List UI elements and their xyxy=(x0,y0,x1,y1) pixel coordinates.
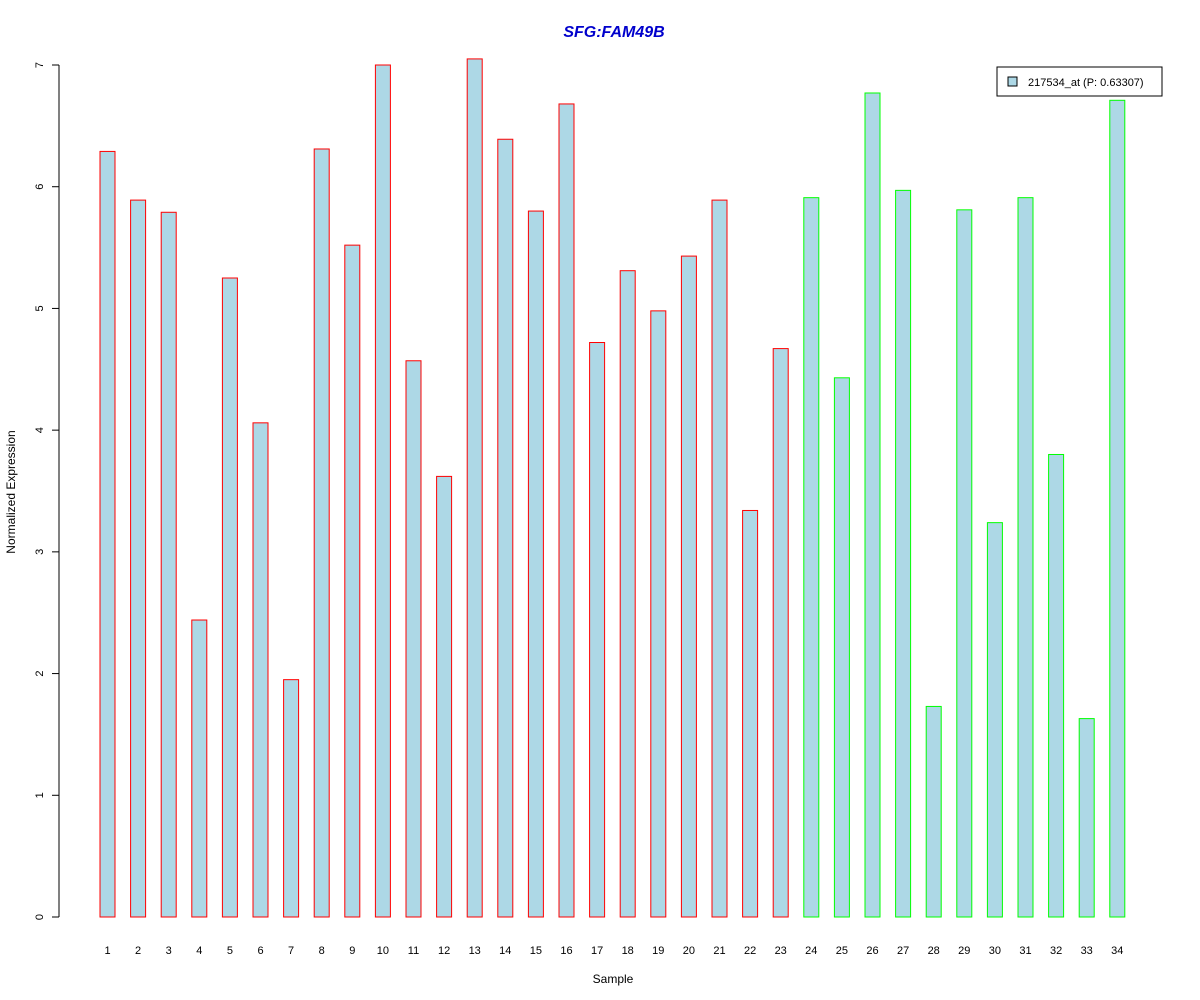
x-tick-label: 30 xyxy=(989,945,1001,957)
x-tick-label: 6 xyxy=(257,945,263,957)
bar xyxy=(466,58,483,918)
x-tick-label: 18 xyxy=(622,945,634,957)
bar xyxy=(283,679,300,918)
y-tick-label: 0 xyxy=(34,914,46,920)
y-tick-label: 1 xyxy=(34,792,46,798)
bar xyxy=(803,197,820,918)
bar xyxy=(1017,197,1034,918)
bar xyxy=(1078,718,1095,918)
bar xyxy=(436,475,453,918)
x-tick-label: 22 xyxy=(744,945,756,957)
x-axis-title: Sample xyxy=(593,972,634,986)
y-tick-label: 3 xyxy=(34,549,46,555)
bar xyxy=(680,255,697,918)
legend-swatch xyxy=(1007,76,1018,87)
x-tick-label: 16 xyxy=(560,945,572,957)
x-tick-label: 11 xyxy=(408,945,419,957)
x-tick-label: 8 xyxy=(319,945,325,957)
x-tick-label: 20 xyxy=(683,945,695,957)
y-axis-title: Normalized Expression xyxy=(4,430,18,553)
x-tick-label: 2 xyxy=(135,945,141,957)
chart-title: SFG:FAM49B xyxy=(563,24,664,41)
bar xyxy=(711,199,728,918)
legend-label: 217534_at (P: 0.63307) xyxy=(1028,77,1144,89)
x-tick-label: 4 xyxy=(196,945,202,957)
bar xyxy=(405,360,422,918)
x-tick-label: 1 xyxy=(104,945,110,957)
y-axis: 0 1 2 3 4 5 6 7 xyxy=(34,62,60,920)
bar xyxy=(374,64,391,918)
x-tick-label: 25 xyxy=(836,945,848,957)
x-tick-label: 13 xyxy=(469,945,481,957)
x-tick-label: 29 xyxy=(958,945,970,957)
y-tick-label: 5 xyxy=(34,305,46,311)
y-tick-label: 7 xyxy=(34,62,46,68)
x-tick-label: 27 xyxy=(897,945,909,957)
y-tick-label: 4 xyxy=(34,427,46,433)
x-tick-label: 28 xyxy=(928,945,940,957)
bar xyxy=(497,138,514,918)
x-tick-label: 21 xyxy=(713,945,725,957)
bar xyxy=(895,189,912,918)
x-tick-label: 24 xyxy=(805,945,817,957)
bar xyxy=(619,270,636,918)
bar xyxy=(527,210,544,918)
bar xyxy=(160,211,177,918)
bar xyxy=(130,199,147,918)
x-tick-label: 31 xyxy=(1019,945,1031,957)
y-tick-label: 2 xyxy=(34,671,46,677)
bar xyxy=(742,509,759,918)
x-tick-label: 17 xyxy=(591,945,603,957)
y-tick-label: 6 xyxy=(34,184,46,190)
x-tick-label: 3 xyxy=(166,945,172,957)
bar xyxy=(833,377,850,918)
bar xyxy=(99,150,116,918)
x-tick-label: 9 xyxy=(349,945,355,957)
bar xyxy=(344,244,361,918)
bar xyxy=(313,148,330,918)
bar xyxy=(864,92,881,918)
x-tick-label: 7 xyxy=(288,945,294,957)
bar xyxy=(925,705,942,918)
x-tick-label: 19 xyxy=(652,945,664,957)
x-tick-label: 26 xyxy=(866,945,878,957)
x-tick-label: 12 xyxy=(438,945,450,957)
bar xyxy=(956,209,973,918)
x-tick-label: 33 xyxy=(1081,945,1093,957)
x-tick-label: 15 xyxy=(530,945,542,957)
x-tick-label: 34 xyxy=(1111,945,1123,957)
bar xyxy=(1048,453,1065,918)
bar xyxy=(252,422,269,918)
x-tick-label: 14 xyxy=(499,945,511,957)
x-axis-labels: 1 2 3 4 5 6 7 8 9 10 11 12 13 14 15 16 17 18 19 20 21 22 23 24 2… xyxy=(104,945,1123,957)
bar xyxy=(650,310,667,918)
bar xyxy=(221,277,238,918)
bar xyxy=(772,348,789,918)
x-tick-label: 23 xyxy=(775,945,787,957)
bar xyxy=(1109,99,1126,918)
bar xyxy=(589,342,606,918)
x-tick-label: 5 xyxy=(227,945,233,957)
legend-box xyxy=(996,66,1163,97)
legend: 217534_at (P: 0.63307) xyxy=(996,66,1163,97)
bar xyxy=(558,103,575,918)
bar xyxy=(191,619,208,918)
bar xyxy=(986,522,1003,918)
x-tick-label: 32 xyxy=(1050,945,1062,957)
x-tick-label: 10 xyxy=(377,945,389,957)
bar-group xyxy=(99,58,1126,918)
